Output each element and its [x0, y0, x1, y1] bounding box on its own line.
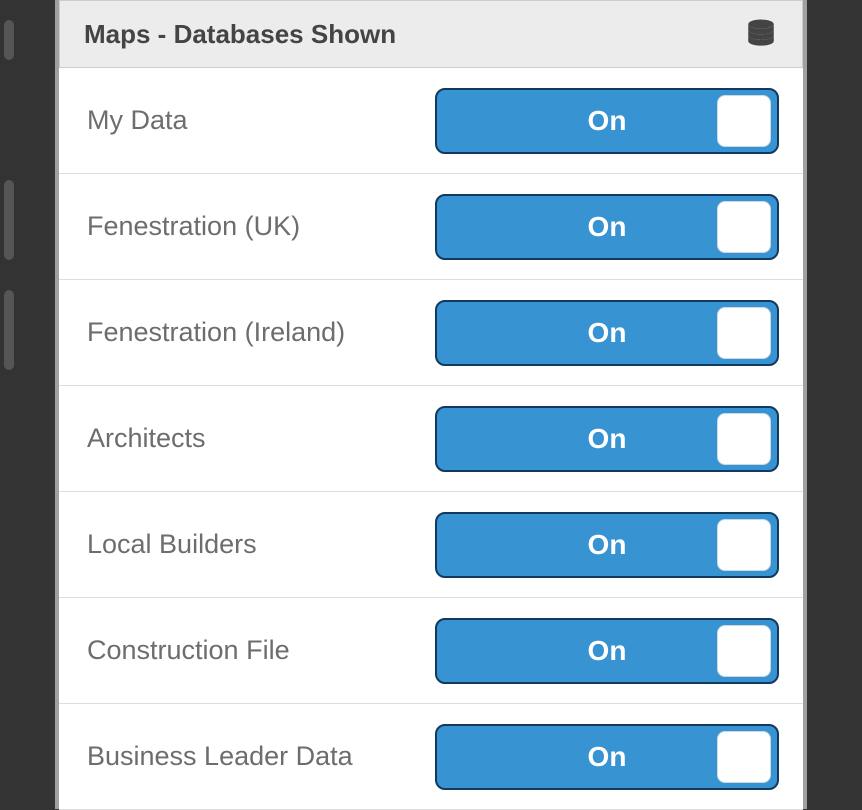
list-item-label: Construction File — [87, 635, 290, 666]
panel-title: Maps - Databases Shown — [84, 19, 396, 50]
database-icon[interactable] — [744, 17, 778, 51]
toggle-local-builders[interactable]: On — [435, 512, 779, 578]
list-item: Architects On — [59, 386, 803, 492]
panel-header: Maps - Databases Shown — [59, 0, 803, 68]
list-item: Fenestration (Ireland) On — [59, 280, 803, 386]
list-item-label: Fenestration (Ireland) — [87, 317, 345, 348]
toggle-knob — [717, 95, 771, 147]
list-item: My Data On — [59, 68, 803, 174]
toggle-knob — [717, 307, 771, 359]
toggle-knob — [717, 413, 771, 465]
list-item-label: Local Builders — [87, 529, 257, 560]
toggle-knob — [717, 519, 771, 571]
toggle-state-label: On — [588, 211, 627, 243]
list-item: Local Builders On — [59, 492, 803, 598]
list-item-label: My Data — [87, 105, 188, 136]
toggle-my-data[interactable]: On — [435, 88, 779, 154]
list-item-label: Business Leader Data — [87, 741, 353, 772]
toggle-knob — [717, 201, 771, 253]
toggle-fenestration-uk[interactable]: On — [435, 194, 779, 260]
toggle-knob — [717, 731, 771, 783]
device-frame: Maps - Databases Shown My Data On Fen — [0, 0, 862, 809]
frame-button — [4, 20, 14, 60]
list-item: Construction File On — [59, 598, 803, 704]
toggle-state-label: On — [588, 423, 627, 455]
list-item: Fenestration (UK) On — [59, 174, 803, 280]
toggle-construction-file[interactable]: On — [435, 618, 779, 684]
toggle-business-leader-data[interactable]: On — [435, 724, 779, 790]
toggle-state-label: On — [588, 529, 627, 561]
database-list: My Data On Fenestration (UK) On Fenestra… — [59, 68, 803, 810]
frame-button — [4, 290, 14, 370]
toggle-state-label: On — [588, 317, 627, 349]
list-item: Business Leader Data On — [59, 704, 803, 810]
toggle-state-label: On — [588, 635, 627, 667]
toggle-knob — [717, 625, 771, 677]
toggle-state-label: On — [588, 105, 627, 137]
toggle-fenestration-ireland[interactable]: On — [435, 300, 779, 366]
frame-button — [4, 180, 14, 260]
list-item-label: Fenestration (UK) — [87, 211, 300, 242]
screen: Maps - Databases Shown My Data On Fen — [55, 0, 807, 809]
toggle-architects[interactable]: On — [435, 406, 779, 472]
list-item-label: Architects — [87, 423, 206, 454]
toggle-state-label: On — [588, 741, 627, 773]
